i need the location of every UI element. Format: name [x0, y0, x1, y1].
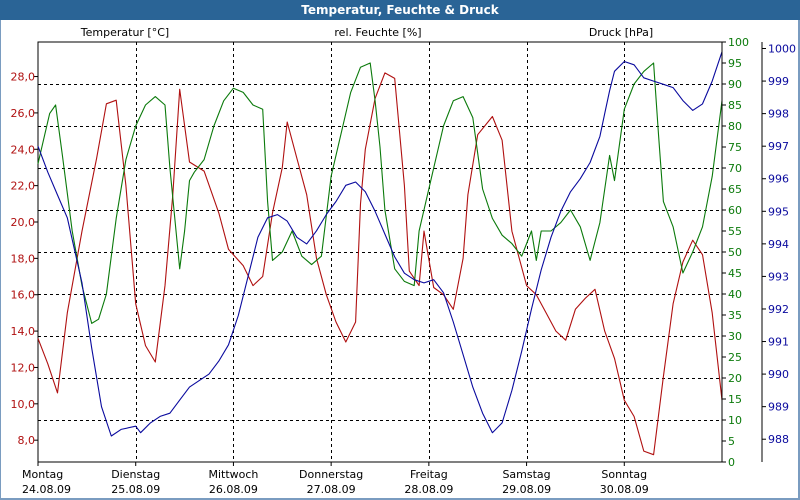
pressure-tick-label: 989: [768, 401, 789, 414]
temp-axis-label: Temperatur [°C]: [80, 26, 169, 39]
axes: 8,0 10,0 12,0 14,0 16,0 18,0 20,0 22,0 24,0 26,0 2…: [11, 36, 797, 496]
day-date-label: 25.08.09: [111, 483, 160, 496]
series-line-temp: [37, 72, 723, 456]
pressure-axis-label: Druck [hPa]: [589, 26, 653, 39]
series-line-press: [37, 51, 723, 437]
pressure-tick-label: 998: [768, 108, 789, 121]
humidity-tick-label: 55: [728, 225, 742, 238]
pressure-tick-label: 995: [768, 205, 789, 218]
chart: 8,0 10,0 12,0 14,0 16,0 18,0 20,0 22,0 24,0 26,0 2…: [0, 20, 800, 500]
day-name-label: Dienstag: [111, 468, 160, 481]
temp-tick-label: 20,0: [11, 216, 36, 229]
humidity-tick-label: 15: [728, 393, 742, 406]
day-name-label: Freitag: [410, 468, 448, 481]
day-date-label: 30.08.09: [600, 483, 649, 496]
humidity-tick-label: 20: [728, 372, 742, 385]
temp-tick-label: 22,0: [11, 180, 36, 193]
day-name-label: Montag: [22, 468, 63, 481]
day-date-label: 27.08.09: [307, 483, 356, 496]
humidity-tick-label: 35: [728, 309, 742, 322]
day-date-label: 28.08.09: [404, 483, 453, 496]
pressure-tick-label: 991: [768, 336, 789, 349]
pressure-tick-label: 992: [768, 303, 789, 316]
day-date-label: 29.08.09: [502, 483, 551, 496]
humidity-tick-label: 90: [728, 78, 742, 91]
humidity-tick-label: 85: [728, 99, 742, 112]
pressure-tick-label: 996: [768, 173, 789, 186]
temp-tick-label: 18,0: [11, 252, 36, 265]
humidity-tick-label: 0: [728, 456, 735, 469]
pressure-tick-label: 1000: [768, 43, 796, 56]
temp-tick-label: 24,0: [11, 143, 36, 156]
day-name-label: Samstag: [502, 468, 550, 481]
temp-tick-label: 26,0: [11, 107, 36, 120]
humidity-tick-label: 75: [728, 141, 742, 154]
day-name-label: Sonntag: [601, 468, 647, 481]
humidity-tick-label: 50: [728, 246, 742, 259]
grid: [38, 42, 722, 462]
day-name-label: Donnerstag: [299, 468, 363, 481]
humidity-tick-label: 40: [728, 288, 742, 301]
pressure-tick-label: 993: [768, 270, 789, 283]
temp-tick-label: 16,0: [11, 289, 36, 302]
humidity-tick-label: 70: [728, 162, 742, 175]
humidity-tick-label: 45: [728, 267, 742, 280]
humidity-tick-label: 80: [728, 120, 742, 133]
humidity-tick-label: 10: [728, 414, 742, 427]
temp-tick-label: 12,0: [11, 361, 36, 374]
day-name-label: Mittwoch: [208, 468, 258, 481]
window-title: Temperatur, Feuchte & Druck: [0, 0, 800, 20]
pressure-tick-label: 988: [768, 433, 789, 446]
temp-tick-label: 10,0: [11, 398, 36, 411]
temp-tick-label: 28,0: [11, 71, 36, 84]
humidity-tick-label: 60: [728, 204, 742, 217]
day-date-label: 26.08.09: [209, 483, 258, 496]
temp-tick-label: 8,0: [18, 434, 36, 447]
pressure-tick-label: 990: [768, 368, 789, 381]
series-group: [37, 51, 723, 456]
temp-tick-label: 14,0: [11, 325, 36, 338]
pressure-tick-label: 994: [768, 238, 789, 251]
series-line-hum: [37, 62, 723, 324]
pressure-tick-label: 999: [768, 75, 789, 88]
humidity-tick-label: 30: [728, 330, 742, 343]
day-date-label: 24.08.09: [22, 483, 71, 496]
humidity-axis-label: rel. Feuchte [%]: [334, 26, 421, 39]
humidity-tick-label: 95: [728, 57, 742, 70]
pressure-tick-label: 997: [768, 140, 789, 153]
humidity-tick-label: 100: [728, 36, 749, 49]
humidity-tick-label: 25: [728, 351, 742, 364]
humidity-tick-label: 5: [728, 435, 735, 448]
humidity-tick-label: 65: [728, 183, 742, 196]
